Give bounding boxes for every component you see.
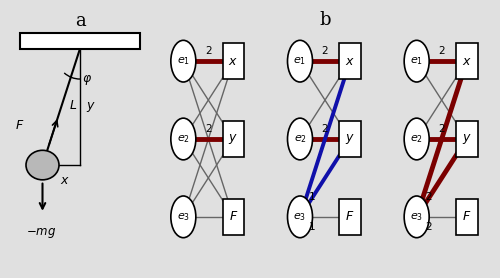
- FancyBboxPatch shape: [222, 43, 244, 79]
- Text: a: a: [74, 12, 86, 30]
- FancyBboxPatch shape: [339, 43, 361, 79]
- FancyBboxPatch shape: [339, 121, 361, 157]
- FancyBboxPatch shape: [339, 199, 361, 235]
- Text: 2: 2: [438, 46, 445, 56]
- Text: $e_2$: $e_2$: [294, 133, 306, 145]
- FancyBboxPatch shape: [456, 199, 477, 235]
- Text: $x$: $x$: [60, 174, 70, 187]
- Text: $y$: $y$: [228, 132, 238, 146]
- Text: $y$: $y$: [86, 100, 96, 114]
- Circle shape: [288, 118, 312, 160]
- Text: $e_1$: $e_1$: [410, 55, 423, 67]
- FancyBboxPatch shape: [456, 121, 477, 157]
- Text: 2: 2: [425, 192, 432, 202]
- Text: $F$: $F$: [462, 210, 471, 223]
- Circle shape: [171, 40, 196, 82]
- Text: $x$: $x$: [462, 55, 471, 68]
- Text: $e_1$: $e_1$: [294, 55, 306, 67]
- Text: 1: 1: [308, 222, 315, 232]
- Text: $x$: $x$: [345, 55, 355, 68]
- Bar: [20, 33, 140, 49]
- Circle shape: [171, 196, 196, 238]
- Text: 2: 2: [322, 124, 328, 134]
- FancyBboxPatch shape: [456, 43, 477, 79]
- Circle shape: [404, 196, 429, 238]
- Text: b: b: [320, 11, 331, 29]
- Text: $-mg$: $-mg$: [26, 226, 56, 240]
- Text: 1: 1: [308, 192, 315, 202]
- Text: 2: 2: [205, 46, 212, 56]
- FancyBboxPatch shape: [222, 199, 244, 235]
- Text: $e_3$: $e_3$: [177, 211, 190, 223]
- Text: $e_3$: $e_3$: [410, 211, 423, 223]
- Text: 2: 2: [425, 222, 432, 232]
- Ellipse shape: [26, 150, 59, 180]
- Text: $L$: $L$: [69, 99, 77, 112]
- Text: $e_2$: $e_2$: [177, 133, 190, 145]
- Text: $\varphi$: $\varphi$: [82, 73, 92, 87]
- Text: 2: 2: [205, 124, 212, 134]
- Text: $e_3$: $e_3$: [294, 211, 306, 223]
- Text: $F$: $F$: [16, 119, 24, 131]
- Text: 2: 2: [322, 46, 328, 56]
- Circle shape: [404, 118, 429, 160]
- Text: $x$: $x$: [228, 55, 238, 68]
- Text: $F$: $F$: [346, 210, 354, 223]
- Text: $e_2$: $e_2$: [410, 133, 423, 145]
- Text: $F$: $F$: [228, 210, 238, 223]
- Text: 2: 2: [438, 124, 445, 134]
- Text: $y$: $y$: [345, 132, 355, 146]
- Circle shape: [288, 40, 312, 82]
- Text: $e_1$: $e_1$: [177, 55, 190, 67]
- Circle shape: [288, 196, 312, 238]
- Text: $y$: $y$: [462, 132, 471, 146]
- Circle shape: [171, 118, 196, 160]
- Circle shape: [404, 40, 429, 82]
- FancyBboxPatch shape: [222, 121, 244, 157]
